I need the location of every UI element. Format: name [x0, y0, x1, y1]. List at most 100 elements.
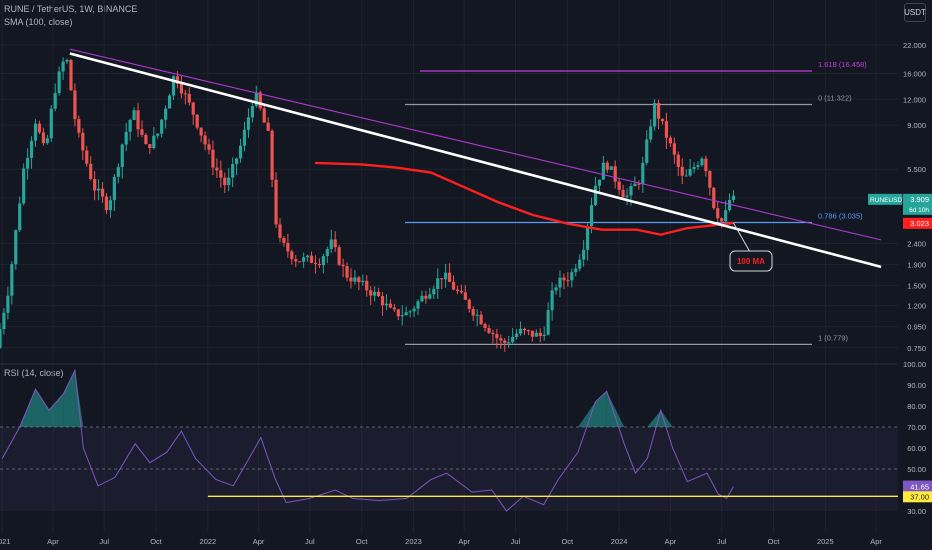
candle-body — [554, 287, 558, 291]
candle-body — [609, 166, 613, 170]
candle-body — [471, 308, 475, 316]
x-tick-label: Jul — [99, 537, 109, 546]
candle-body — [518, 328, 523, 334]
rsi-overbought-fill — [49, 393, 64, 427]
candle-body — [321, 256, 325, 266]
candle-body — [148, 144, 152, 149]
candle-body — [542, 334, 546, 337]
candle-body — [700, 158, 704, 166]
candle-body — [167, 95, 172, 109]
candle-body — [187, 93, 191, 103]
candle-body — [653, 102, 657, 127]
candle-body — [29, 140, 34, 158]
candle-body — [451, 281, 456, 290]
candle-body — [566, 280, 570, 282]
chart-title: RUNE / TetherUS, 1W, BINANCE — [4, 4, 138, 14]
y-tick-label: 2.400 — [907, 240, 926, 249]
x-tick-label: Jul — [511, 537, 521, 546]
candle-body — [720, 218, 724, 222]
candle-countdown: 6d 10h — [909, 207, 929, 214]
candle-body — [688, 169, 692, 176]
candle-body — [459, 290, 463, 293]
candle-body — [183, 93, 187, 95]
candle-body — [444, 272, 448, 280]
rsi-overbought-fill — [606, 391, 625, 427]
y-tick-label: 1.500 — [907, 282, 926, 291]
candle-body — [242, 129, 247, 146]
candle-body — [507, 342, 511, 344]
y-tick-label: 9.000 — [907, 121, 926, 130]
candle-body — [69, 59, 73, 91]
candle-body — [53, 93, 57, 109]
candle-body — [345, 266, 349, 278]
candle-body — [384, 303, 389, 306]
candle-body — [692, 166, 696, 170]
candle-body — [33, 123, 38, 141]
last-price-symbol-tag — [868, 193, 902, 205]
annotation-text: 100 MA — [737, 257, 765, 266]
candle-body — [156, 133, 160, 136]
candle-body — [479, 314, 483, 325]
candle-body — [290, 251, 294, 260]
candle-body — [81, 132, 85, 151]
candle-body — [175, 76, 180, 84]
candle-body — [270, 130, 274, 180]
currency-badge[interactable]: USDT — [904, 3, 926, 22]
candle-body — [349, 277, 353, 282]
candle-body — [282, 237, 286, 243]
candle-body — [100, 188, 105, 197]
candle-body — [124, 131, 128, 145]
candle-body — [629, 186, 633, 196]
trendline — [69, 48, 882, 241]
x-tick-label: 2024 — [611, 537, 628, 546]
candle-body — [211, 149, 215, 168]
candle-body — [649, 126, 653, 140]
candle-body — [361, 280, 365, 283]
candle-body — [708, 171, 712, 188]
x-tick-label: 2023 — [405, 537, 422, 546]
candle-body — [625, 195, 629, 198]
candle-body — [467, 299, 471, 309]
candle-body — [274, 179, 278, 225]
sma-indicator-label[interactable]: SMA (100, close) — [4, 17, 73, 27]
rsi-indicator-label[interactable]: RSI (14, close) — [4, 368, 64, 378]
candle-body — [231, 164, 235, 178]
candle-body — [337, 247, 341, 265]
candle-body — [503, 340, 507, 343]
candle-body — [696, 165, 700, 167]
rsi-tick-label: 100.00 — [903, 360, 926, 369]
candle-body — [132, 110, 136, 120]
candle-body — [294, 259, 298, 262]
candle-body — [495, 334, 499, 339]
last-price-symbol: RUNEUSDT — [870, 197, 906, 204]
x-tick-label: Jul — [305, 537, 315, 546]
candle-body — [116, 167, 120, 177]
candle-body — [447, 272, 452, 282]
rsi-tick-label: 80.00 — [907, 402, 926, 411]
candle-body — [373, 291, 377, 296]
rsi-overbought-fill — [660, 410, 673, 427]
candle-body — [605, 162, 609, 170]
rsi-current-value: 41.65 — [910, 483, 929, 492]
candle-body — [704, 158, 708, 172]
candle-body — [511, 337, 515, 343]
candle-body — [89, 163, 93, 180]
candle-body — [558, 277, 562, 288]
candle-body — [49, 108, 53, 139]
annotation-box — [729, 250, 773, 272]
candle-body — [388, 303, 393, 308]
candle-body — [660, 118, 665, 122]
candle-body — [534, 332, 538, 337]
candle-body — [593, 185, 598, 206]
candle-body — [499, 338, 503, 341]
fib-level-label: 1.618 (16.458) — [818, 60, 867, 69]
candle-body — [440, 278, 444, 280]
candle-body — [522, 328, 527, 331]
candle-body — [120, 144, 124, 168]
candle-body — [353, 277, 357, 282]
candle-body — [298, 261, 302, 263]
candle-body — [128, 119, 132, 132]
candle-body — [601, 162, 605, 180]
candle-body — [396, 309, 400, 317]
